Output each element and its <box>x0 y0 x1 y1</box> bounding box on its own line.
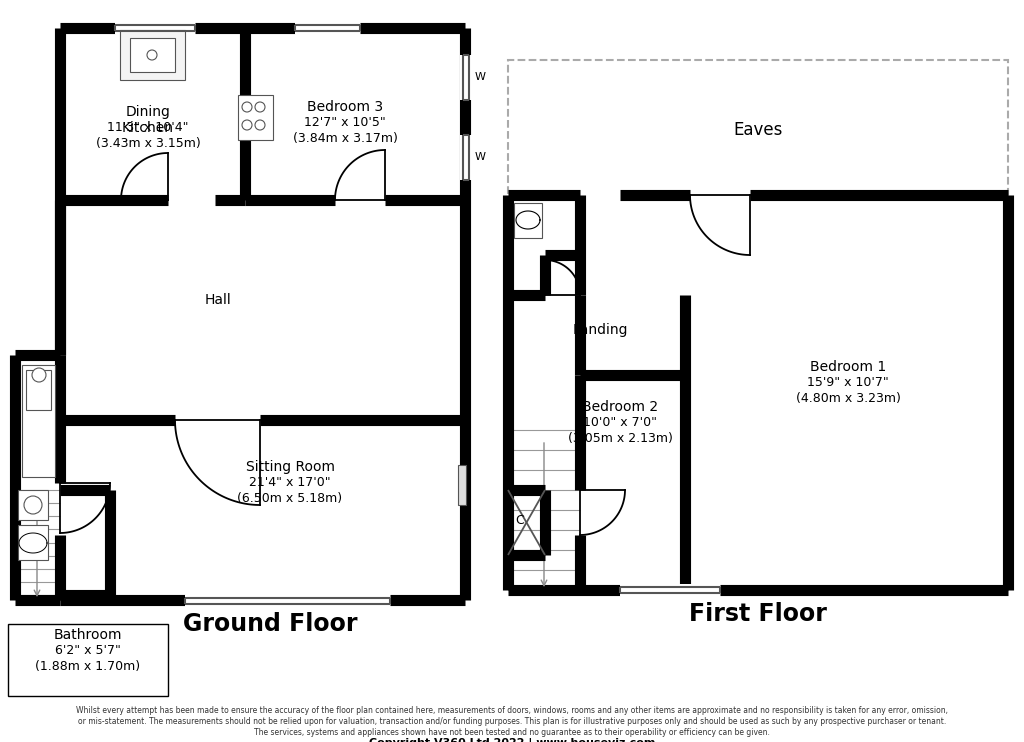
Bar <box>185 595 390 607</box>
Text: W: W <box>475 152 486 162</box>
Text: or mis-statement. The measurements should not be relied upon for valuation, tran: or mis-statement. The measurements shoul… <box>78 717 946 726</box>
Text: 21'4" x 17'0": 21'4" x 17'0" <box>249 476 331 489</box>
Bar <box>508 60 1008 590</box>
Text: The services, systems and appliances shown have not been tested and no guarantee: The services, systems and appliances sho… <box>254 728 770 737</box>
Text: 6'2" x 5'7": 6'2" x 5'7" <box>55 644 121 657</box>
Circle shape <box>147 50 157 60</box>
Bar <box>8 624 168 696</box>
Text: Bedroom 1: Bedroom 1 <box>810 360 886 374</box>
Circle shape <box>255 120 265 130</box>
Text: Landing: Landing <box>572 323 628 337</box>
Bar <box>130 38 175 72</box>
Text: Hall: Hall <box>205 293 231 307</box>
Text: 12'7" x 10'5": 12'7" x 10'5" <box>304 116 386 129</box>
Text: 15'9" x 10'7": 15'9" x 10'7" <box>807 376 889 389</box>
Bar <box>15 355 60 600</box>
Text: 10'0" x 7'0": 10'0" x 7'0" <box>583 416 657 429</box>
Text: Eaves: Eaves <box>733 121 782 139</box>
Circle shape <box>242 120 252 130</box>
Text: (3.43m x 3.15m): (3.43m x 3.15m) <box>95 137 201 150</box>
Text: 11'3" x 10'4": 11'3" x 10'4" <box>108 121 188 134</box>
Text: Bedroom 2: Bedroom 2 <box>582 400 658 414</box>
Text: Sitting Room: Sitting Room <box>246 460 335 474</box>
Text: C: C <box>516 513 524 527</box>
Text: Dining
Kitchen: Dining Kitchen <box>122 105 174 135</box>
Bar <box>295 22 360 34</box>
Bar <box>460 55 472 100</box>
Circle shape <box>24 496 42 514</box>
Text: (1.88m x 1.70m): (1.88m x 1.70m) <box>36 660 140 673</box>
Bar <box>458 465 466 505</box>
Text: (3.84m x 3.17m): (3.84m x 3.17m) <box>293 132 397 145</box>
Bar <box>60 28 465 600</box>
Bar <box>620 584 720 596</box>
Text: First Floor: First Floor <box>689 602 827 626</box>
Bar <box>460 135 472 180</box>
Text: (4.80m x 3.23m): (4.80m x 3.23m) <box>796 392 900 405</box>
Text: W: W <box>475 72 486 82</box>
Bar <box>238 95 273 140</box>
Text: Copyright V360 Ltd 2022 | www.houseviz.com: Copyright V360 Ltd 2022 | www.houseviz.c… <box>369 738 655 742</box>
Bar <box>22 365 55 477</box>
Text: (3.05m x 2.13m): (3.05m x 2.13m) <box>567 432 673 445</box>
Bar <box>26 370 51 410</box>
Bar <box>18 525 48 560</box>
Bar <box>115 22 195 34</box>
Text: Whilst every attempt has been made to ensure the accuracy of the floor plan cont: Whilst every attempt has been made to en… <box>76 706 948 715</box>
Bar <box>18 490 48 520</box>
Bar <box>508 195 1008 590</box>
Text: (6.50m x 5.18m): (6.50m x 5.18m) <box>238 492 343 505</box>
Bar <box>514 203 542 238</box>
Circle shape <box>255 102 265 112</box>
Text: Ground Floor: Ground Floor <box>182 612 357 636</box>
Text: Bedroom 3: Bedroom 3 <box>307 100 383 114</box>
Bar <box>120 30 185 80</box>
Circle shape <box>32 368 46 382</box>
Text: Bathroom: Bathroom <box>53 628 122 642</box>
Circle shape <box>242 102 252 112</box>
